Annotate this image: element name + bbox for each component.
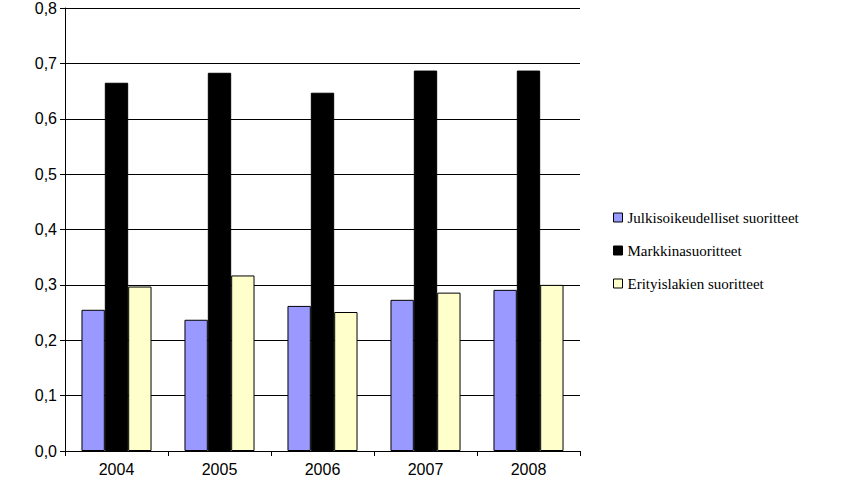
svg-text:2005: 2005 bbox=[202, 461, 238, 478]
svg-text:Markkinasuoritteet: Markkinasuoritteet bbox=[628, 243, 743, 259]
svg-text:2004: 2004 bbox=[99, 461, 135, 478]
svg-text:0,5: 0,5 bbox=[35, 166, 57, 183]
svg-text:2008: 2008 bbox=[511, 461, 547, 478]
svg-text:0,3: 0,3 bbox=[35, 276, 57, 293]
svg-text:Erityislakien suoritteet: Erityislakien suoritteet bbox=[628, 276, 765, 292]
svg-text:0,6: 0,6 bbox=[35, 110, 57, 127]
svg-text:0,1: 0,1 bbox=[35, 387, 57, 404]
svg-text:2006: 2006 bbox=[305, 461, 341, 478]
svg-text:0,4: 0,4 bbox=[35, 221, 57, 238]
svg-text:0,0: 0,0 bbox=[35, 443, 57, 460]
svg-text:0,7: 0,7 bbox=[35, 55, 57, 72]
svg-text:2007: 2007 bbox=[408, 461, 444, 478]
svg-text:Julkisoikeudelliset suoritteet: Julkisoikeudelliset suoritteet bbox=[628, 210, 800, 226]
svg-text:0,2: 0,2 bbox=[35, 332, 57, 349]
svg-text:0,8: 0,8 bbox=[35, 0, 57, 17]
